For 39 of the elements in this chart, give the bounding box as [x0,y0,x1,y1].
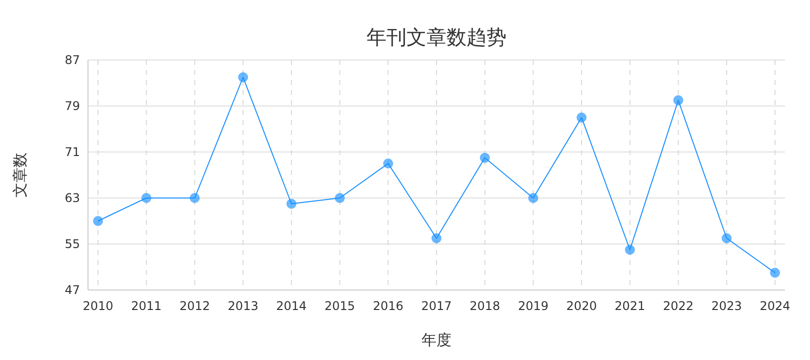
point [93,216,103,226]
x-tick-label: 2021 [614,299,646,313]
point [334,193,345,203]
point [286,198,296,209]
x-tick-label: 2013 [228,299,258,313]
y-tick-label: 71 [64,145,80,159]
x-tick-label: 2018 [470,299,500,313]
y-tick-label: 55 [64,237,80,251]
x-tick-label: 2024 [760,299,790,313]
point [673,95,684,106]
point [190,193,200,203]
x-tick-label: 2011 [131,299,162,313]
point [528,193,538,203]
point [383,158,394,168]
point [770,268,780,278]
point [432,233,442,244]
point [624,244,635,255]
x-tick-label: 2016 [372,299,404,313]
x-tick-label: 2020 [566,299,597,313]
chart-title: 年刊文章数趋势 [366,25,506,49]
y-tick-label: 63 [64,191,80,205]
x-tick-label: 2014 [276,299,307,313]
y-axis-title: 文章数 [11,152,29,198]
point [141,193,152,203]
point [480,152,490,163]
x-tick-label: 2015 [324,299,356,313]
y-tick-label: 87 [64,53,80,67]
x-tick-label: 2017 [421,299,452,313]
x-tick-label: 2012 [179,299,210,313]
x-axis-title: 年度 [422,331,452,349]
x-tick-label: 2022 [663,299,694,313]
point [576,112,587,122]
y-tick-label: 47 [64,283,80,297]
x-tick-label: 2019 [518,299,548,313]
x-tick-label: 2023 [711,299,742,313]
point [722,233,732,244]
point [238,72,248,82]
x-tick-label: 2010 [82,299,114,313]
y-tick-label: 79 [64,99,80,113]
